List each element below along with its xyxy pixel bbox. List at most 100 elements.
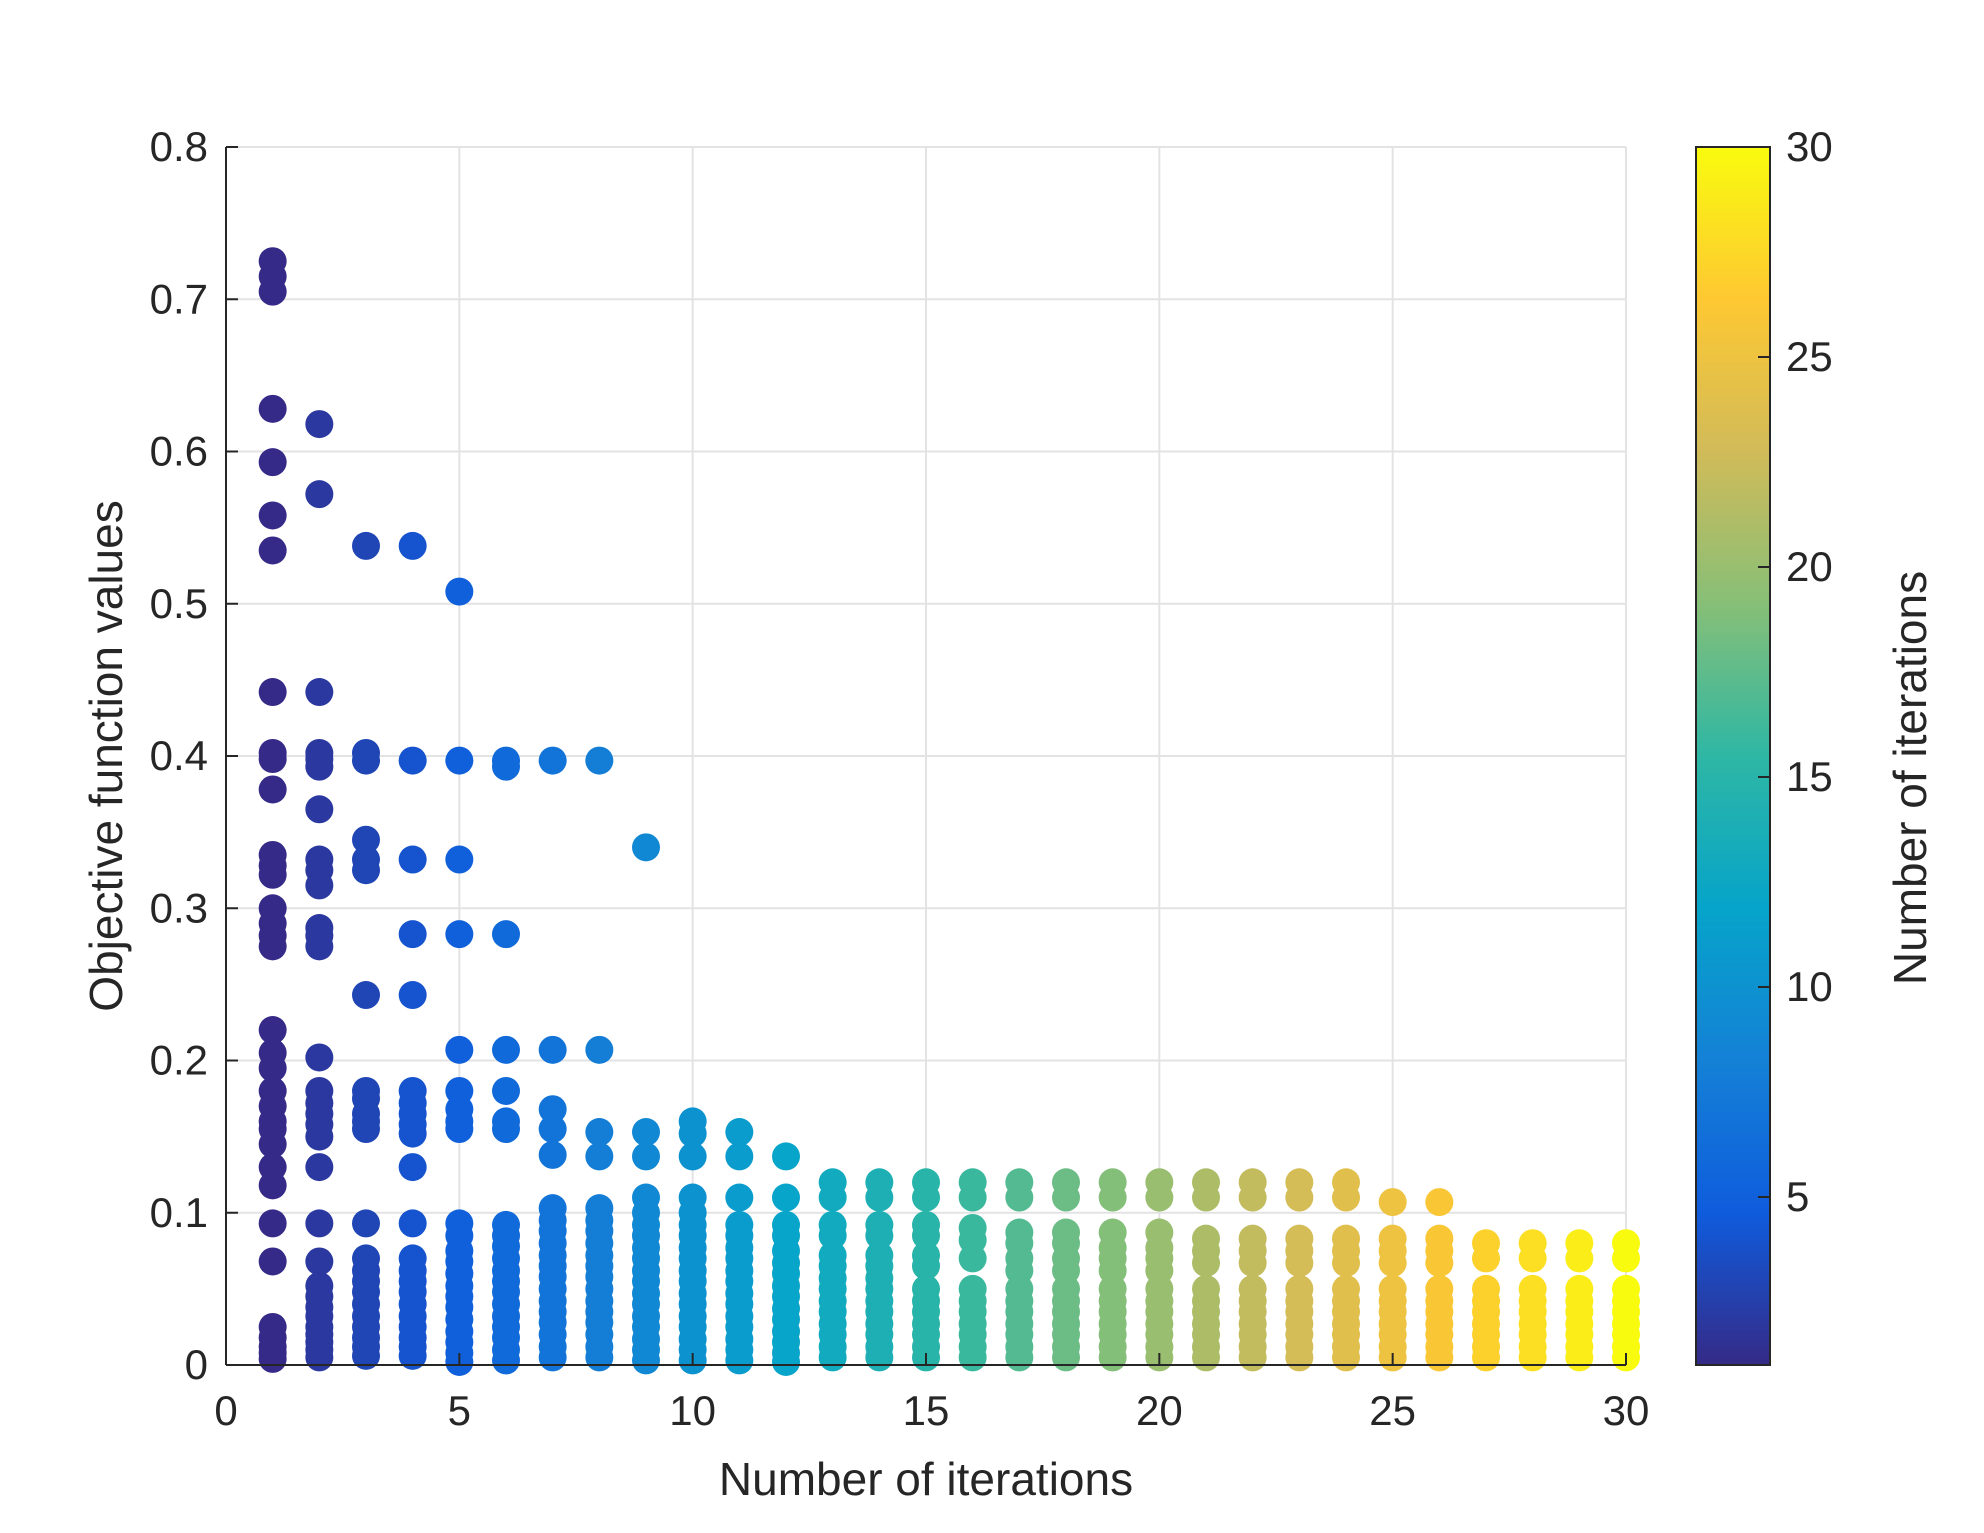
data-point	[725, 1118, 754, 1147]
x-tick-label: 0	[214, 1387, 237, 1434]
data-point	[958, 1244, 987, 1273]
data-point	[305, 410, 334, 439]
data-point	[678, 1142, 707, 1171]
colorbar-tick-label: 25	[1786, 333, 1833, 380]
data-point	[538, 1343, 567, 1372]
data-point	[305, 1247, 334, 1276]
data-point	[1098, 1183, 1127, 1212]
data-point	[352, 981, 380, 1010]
data-point	[492, 752, 520, 781]
data-point	[772, 1183, 800, 1212]
data-point	[538, 1035, 567, 1064]
colorbar-tick-label: 30	[1786, 123, 1833, 170]
data-point	[1005, 1343, 1034, 1372]
data-point	[1565, 1244, 1594, 1273]
data-point	[258, 448, 287, 477]
data-point	[258, 745, 287, 774]
data-point	[1518, 1244, 1547, 1273]
data-point	[1052, 1343, 1080, 1372]
data-point	[912, 1221, 940, 1250]
data-point	[678, 1119, 707, 1148]
data-point	[258, 860, 287, 889]
data-point	[258, 536, 287, 565]
data-point	[538, 1115, 567, 1144]
colorbar-gradient	[1695, 146, 1771, 1366]
data-point	[632, 1142, 660, 1171]
data-point	[1238, 1248, 1267, 1277]
x-tick-label: 30	[1603, 1387, 1650, 1434]
data-point	[1052, 1183, 1080, 1212]
data-point	[492, 1035, 520, 1064]
data-point	[585, 1035, 614, 1064]
y-tick-label: 0.1	[150, 1189, 208, 1236]
data-point	[258, 277, 287, 306]
y-tick-label: 0.6	[150, 428, 208, 475]
data-point	[1612, 1244, 1640, 1273]
data-point	[1192, 1183, 1220, 1212]
data-point	[865, 1183, 894, 1212]
colorbar-tick-label: 15	[1786, 753, 1833, 800]
data-point	[258, 775, 287, 804]
data-point	[398, 1153, 427, 1182]
x-tick-label: 10	[669, 1387, 716, 1434]
data-point	[1145, 1183, 1174, 1212]
y-tick-label: 0.3	[150, 884, 208, 931]
data-point	[632, 1346, 660, 1375]
data-point	[445, 1115, 474, 1144]
x-axis-label: Number of iterations	[719, 1453, 1133, 1505]
data-point	[305, 678, 334, 707]
data-point	[305, 1343, 334, 1372]
x-tick-label: 15	[903, 1387, 950, 1434]
data-point	[865, 1221, 894, 1250]
data-point	[352, 825, 380, 854]
data-point	[1192, 1343, 1220, 1372]
data-point	[725, 1183, 754, 1212]
data-point	[538, 746, 567, 775]
data-point	[912, 1183, 940, 1212]
data-point	[1565, 1343, 1594, 1372]
data-point	[258, 678, 287, 707]
data-point	[772, 1142, 800, 1171]
data-point	[1238, 1343, 1267, 1372]
data-point	[538, 1095, 567, 1124]
data-point	[258, 1130, 287, 1159]
y-tick-label: 0.2	[150, 1037, 208, 1084]
data-point	[398, 1119, 427, 1148]
data-point	[258, 1344, 287, 1373]
data-point	[1285, 1343, 1314, 1372]
data-point	[1472, 1343, 1500, 1372]
data-point	[398, 981, 427, 1010]
colorbar-tick-label: 10	[1786, 963, 1833, 1010]
data-point	[258, 394, 287, 423]
colorbar-tick-label: 20	[1786, 543, 1833, 590]
data-point	[1332, 1183, 1360, 1212]
data-point	[818, 1343, 847, 1372]
data-point	[445, 1035, 474, 1064]
data-point	[958, 1183, 987, 1212]
data-point	[398, 746, 427, 775]
data-point	[818, 1183, 847, 1212]
data-point	[305, 1122, 334, 1151]
data-point	[258, 1016, 287, 1045]
data-point	[538, 1140, 567, 1169]
data-point	[725, 1142, 754, 1171]
data-point	[492, 1115, 520, 1144]
data-point	[1285, 1183, 1314, 1212]
data-point	[305, 480, 334, 509]
y-tick-label: 0.7	[150, 275, 208, 322]
data-point	[352, 1115, 380, 1144]
data-point	[258, 1247, 287, 1276]
data-point	[352, 1341, 380, 1370]
data-point	[1472, 1244, 1500, 1273]
data-point	[352, 856, 380, 885]
data-point	[818, 1221, 847, 1250]
data-point	[445, 845, 474, 874]
data-point	[492, 1346, 520, 1375]
data-point	[772, 1347, 800, 1376]
data-point	[398, 1341, 427, 1370]
colorbar-tick-label: 5	[1786, 1173, 1809, 1220]
data-point	[958, 1343, 987, 1372]
data-point	[352, 531, 380, 560]
